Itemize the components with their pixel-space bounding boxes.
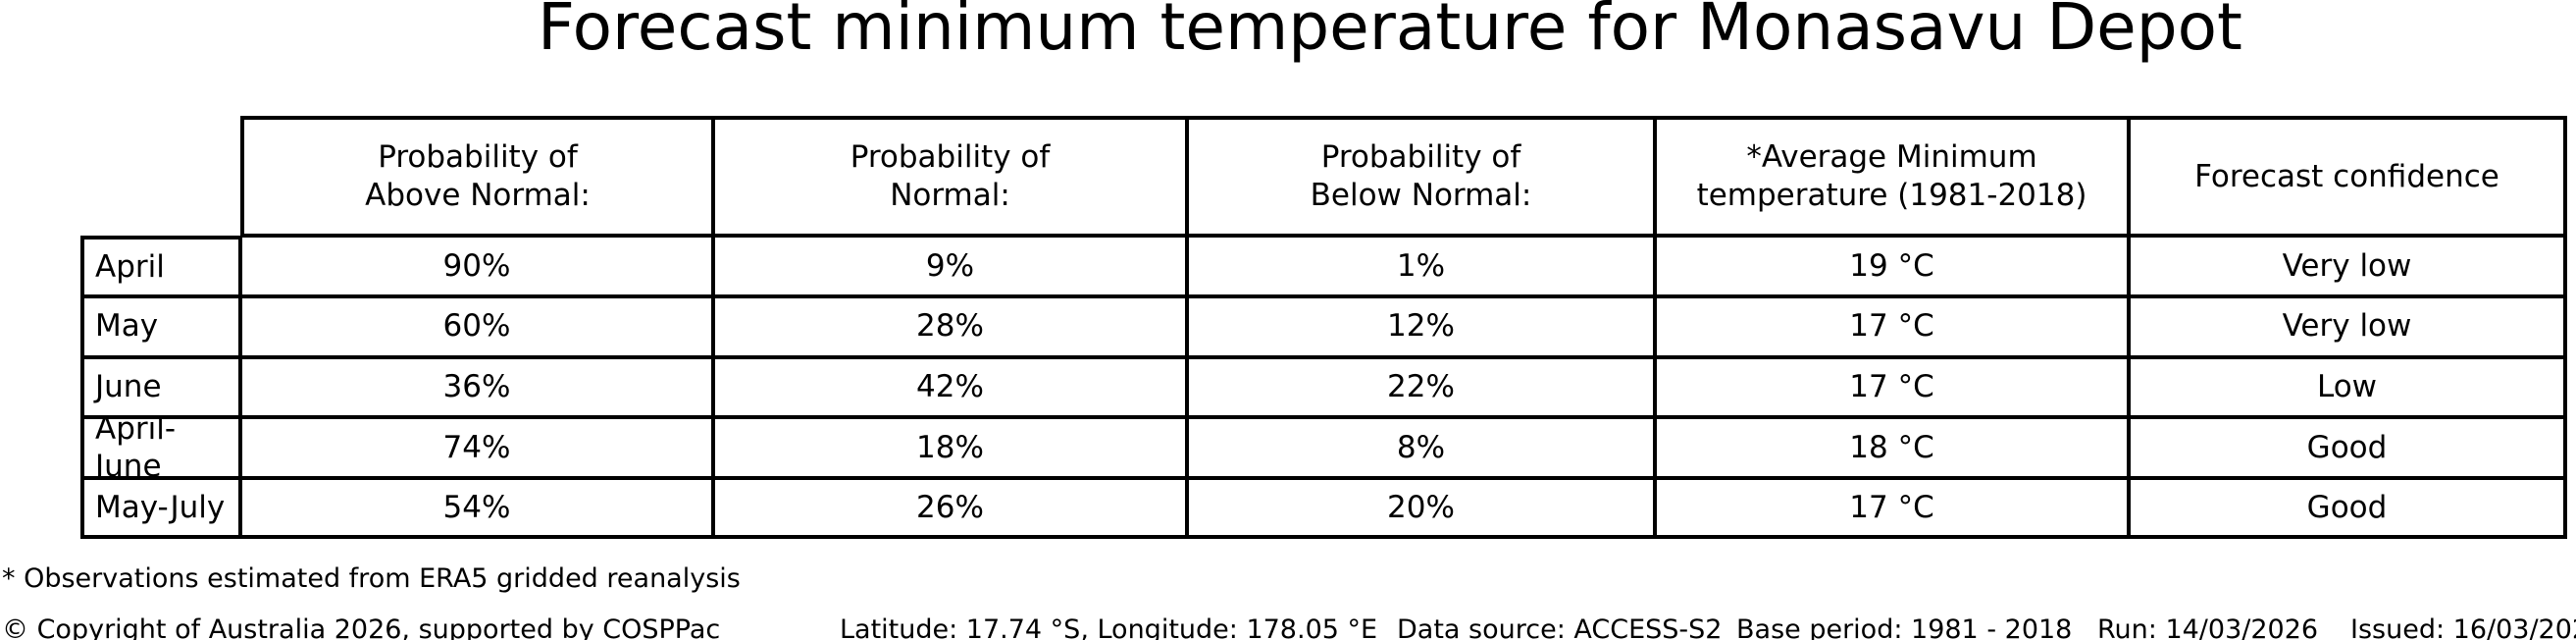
base-period-text: Base period: 1981 - 2018 [1736,614,2073,640]
table-cell-mayjuly-normal: 26% [713,478,1187,539]
table-cell-mayjuly-avgmin: 17 °C [1655,478,2129,539]
table-cell-apriljune-below: 8% [1187,417,1655,479]
table-cell-june-above: 36% [240,356,713,418]
row-label-april-june: April-June [80,417,240,479]
table-cell-may-normal: 28% [713,295,1187,357]
table-cell-mayjuly-below: 20% [1187,478,1655,539]
issued-date-text: Issued: 16/03/2026 [2350,614,2576,640]
table-cell-june-avgmin: 17 °C [1655,356,2129,418]
table-cell-apriljune-above: 74% [240,417,713,479]
table-cell-may-confidence: Very low [2129,295,2567,357]
table-cell-mayjuly-above: 54% [240,478,713,539]
table-cell-mayjuly-confidence: Good [2129,478,2567,539]
data-source-text: Data source: ACCESS-S2 [1397,614,1723,640]
table-cell-june-confidence: Low [2129,356,2567,418]
column-header-below-normal: Probability of Below Normal: [1187,116,1655,236]
table-cell-april-above: 90% [240,236,713,296]
table-cell-june-normal: 42% [713,356,1187,418]
table-corner-blank [80,116,240,236]
column-header-normal: Probability of Normal: [713,116,1187,236]
table-cell-may-below: 12% [1187,295,1655,357]
location-text: Latitude: 17.74 °S, Longitude: 178.05 °E [840,614,1378,640]
row-label-may: May [80,295,240,357]
row-label-june: June [80,356,240,418]
row-label-april: April [80,236,240,296]
copyright-text: © Copyright of Australia 2026, supported… [2,614,721,640]
row-label-may-july: May-July [80,478,240,539]
table-cell-april-confidence: Very low [2129,236,2567,296]
table-cell-april-below: 1% [1187,236,1655,296]
column-header-forecast-confidence: Forecast confidence [2129,116,2567,236]
page-title: Forecast minimum temperature for Monasav… [538,0,2242,65]
table-cell-may-above: 60% [240,295,713,357]
table-cell-apriljune-normal: 18% [713,417,1187,479]
column-header-average-minimum: *Average Minimum temperature (1981-2018) [1655,116,2129,236]
table-cell-may-avgmin: 17 °C [1655,295,2129,357]
run-date-text: Run: 14/03/2026 [2097,614,2319,640]
table-cell-april-normal: 9% [713,236,1187,296]
forecast-table: Probability of Above Normal: Probability… [80,116,2567,539]
table-cell-apriljune-avgmin: 18 °C [1655,417,2129,479]
table-cell-april-avgmin: 19 °C [1655,236,2129,296]
table-cell-apriljune-confidence: Good [2129,417,2567,479]
footnote: * Observations estimated from ERA5 gridd… [2,563,741,594]
column-header-above-normal: Probability of Above Normal: [240,116,713,236]
table-cell-june-below: 22% [1187,356,1655,418]
